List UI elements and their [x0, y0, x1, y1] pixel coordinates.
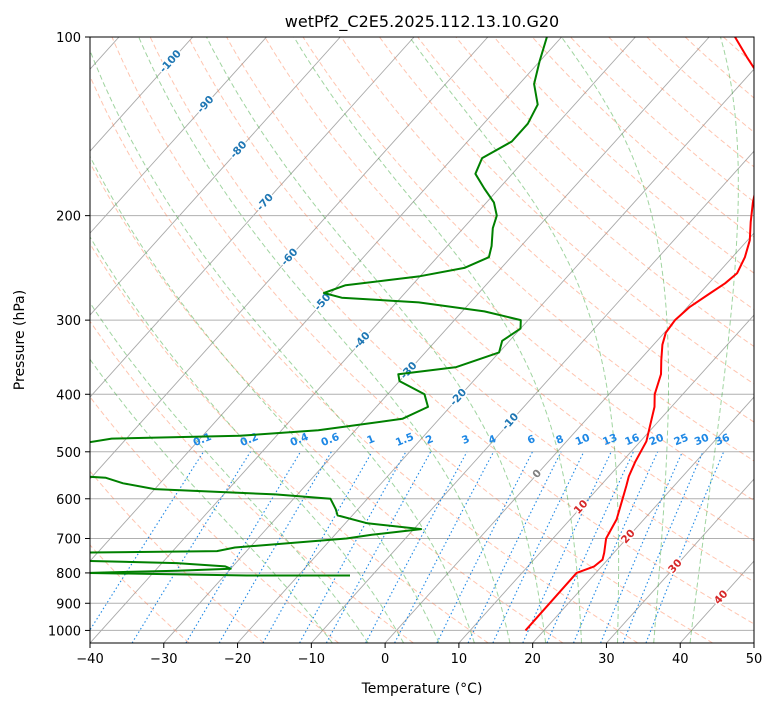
- mixing-ratio-line: [325, 451, 432, 643]
- x-tick-label: 30: [598, 652, 615, 667]
- x-tick-label: −40: [76, 652, 103, 667]
- x-tick-label: 20: [524, 652, 541, 667]
- mixing-ratio-line: [467, 451, 562, 643]
- isotherm-line: [458, 314, 754, 643]
- dry-adiabat-line: [187, 37, 754, 583]
- mixing-ratio-line: [299, 451, 407, 643]
- dry-adiabat-line: [455, 37, 754, 311]
- mixing-ratio-label: 13: [601, 432, 619, 449]
- y-tick-label: 200: [56, 210, 81, 225]
- moist-adiabat-line: [689, 37, 739, 643]
- isotherm-line: [532, 396, 754, 643]
- isotherm-line: [606, 478, 754, 643]
- dry-adiabat-line: [90, 75, 639, 643]
- y-tick-label: 300: [56, 314, 81, 329]
- isotherm-line: [90, 37, 636, 643]
- dry-adiabat-line: [570, 37, 754, 203]
- dry-adiabat-line: [340, 37, 754, 423]
- mixing-ratio-label: 8: [554, 433, 565, 447]
- moist-adiabat-line: [206, 37, 547, 643]
- dry-adiabat-line: [90, 242, 489, 643]
- mixing-ratio-line: [365, 451, 468, 643]
- x-tick-label: 0: [381, 652, 389, 667]
- dry-adiabat-line: [90, 161, 564, 643]
- mixing-ratio-line: [622, 451, 704, 643]
- isotherm-line: [90, 37, 267, 234]
- mixing-ratio-label: 6: [526, 433, 537, 447]
- y-tick-label: 400: [56, 388, 81, 403]
- moist-adiabat-line: [561, 37, 669, 643]
- mixing-ratio-label: 4: [487, 433, 498, 447]
- mixing-ratio-line: [436, 451, 533, 643]
- mixing-ratio-line: [572, 451, 659, 643]
- mixing-ratio-line: [90, 451, 204, 631]
- moist-adiabat-line: [293, 37, 582, 643]
- isotherm-line: [163, 37, 710, 643]
- mixing-ratio-label: 10: [574, 432, 592, 449]
- chart-title: wetPf2_C2E5.2025.112.13.10.G20: [285, 12, 559, 32]
- mixing-ratio-line: [600, 451, 683, 643]
- moist-adiabat-line: [138, 37, 511, 643]
- background-lines: [90, 37, 754, 643]
- dry-adiabat-line: [379, 37, 754, 385]
- mixing-ratio-label: 3: [460, 433, 471, 447]
- x-tick-label: 10: [451, 652, 468, 667]
- y-axis: 1000 900 800 700 600 500 400 300 200 100: [48, 31, 90, 639]
- isotherm-line: [237, 68, 754, 643]
- temperature-line: [524, 37, 754, 632]
- mixing-ratio-label: 16: [623, 432, 641, 449]
- isotherm-line: [90, 37, 489, 480]
- mixing-ratio-label: 20: [647, 432, 665, 449]
- plot-frame: [89, 36, 755, 644]
- isotherm-line: [90, 37, 194, 152]
- mixing-ratio-line: [645, 451, 725, 643]
- mixing-ratio-label: 36: [714, 432, 732, 449]
- dry-adiabat-line: [302, 37, 754, 462]
- y-tick-label: 1000: [48, 624, 81, 639]
- mixing-ratio-label: 25: [672, 432, 690, 449]
- dry-adiabat-line: [111, 37, 713, 643]
- x-tick-label: −10: [298, 652, 325, 667]
- moist-adiabat-line: [90, 49, 475, 643]
- isotherm-line: [90, 37, 341, 316]
- dry-adiabat-line: [90, 320, 414, 643]
- x-tick-label: 40: [672, 652, 689, 667]
- moist-adiabat-line: [90, 155, 440, 643]
- y-tick-label: 700: [56, 533, 81, 548]
- dewpoint-line: [90, 37, 548, 577]
- plot-area: [90, 37, 754, 643]
- isotherm-line: [90, 37, 562, 562]
- x-tick-label: −30: [150, 652, 177, 667]
- y-tick-label: 600: [56, 493, 81, 508]
- x-axis-label: Temperature (°C): [361, 681, 483, 697]
- y-tick-label: 500: [56, 446, 81, 461]
- y-tick-label: 800: [56, 567, 81, 582]
- isotherm-line: [310, 150, 754, 643]
- isotherm-line: [384, 232, 754, 643]
- mixing-ratio-label: 30: [693, 432, 711, 449]
- dry-adiabat-line: [226, 37, 754, 542]
- dry-adiabat-line: [493, 37, 754, 274]
- x-axis: −40 −30 −20 −10 0 10 20 30 40 50: [76, 643, 762, 667]
- mixing-ratio-label: 1: [365, 433, 376, 447]
- moist-adiabat-line: [90, 301, 369, 643]
- profile-series: [90, 37, 754, 632]
- y-tick-label: 900: [56, 597, 81, 612]
- y-axis-label: Pressure (hPa): [12, 290, 28, 390]
- moist-adiabat-line: [90, 236, 405, 643]
- mixing-ratio-label: 2: [424, 433, 435, 447]
- dry-adiabat-line: [417, 37, 754, 348]
- y-tick-label: 100: [56, 31, 81, 46]
- moist-adiabat-line: [409, 37, 620, 643]
- x-tick-label: −20: [224, 652, 251, 667]
- dry-adiabat-line: [149, 37, 754, 625]
- x-tick-label: 50: [746, 652, 763, 667]
- isotherm-line: [90, 37, 415, 398]
- dry-adiabat-line: [90, 396, 339, 643]
- dry-adiabat-line: [264, 37, 754, 502]
